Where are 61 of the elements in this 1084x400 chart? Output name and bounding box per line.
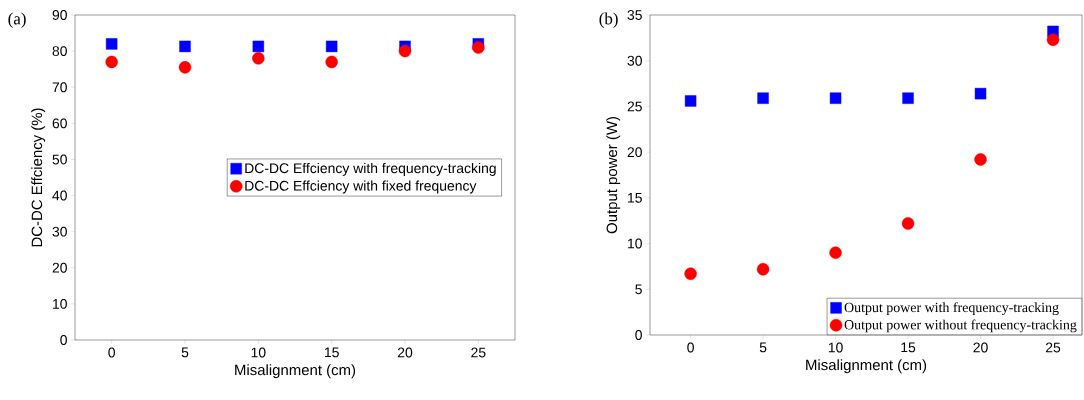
x-tick-label: 0 [687, 342, 694, 353]
point [325, 40, 338, 53]
y-tick-label: 0 [635, 330, 642, 340]
legend-label: DC-DC Effciency with fixed frequency [245, 180, 477, 194]
x-tick-label: 5 [181, 347, 189, 358]
x-tick-label: 10 [251, 347, 266, 358]
x-tick-label: 25 [1045, 342, 1061, 353]
x-tick-label: 25 [471, 347, 486, 358]
x-tick-label: 15 [324, 347, 339, 358]
point [472, 41, 485, 54]
point [757, 92, 769, 104]
point [179, 40, 191, 53]
y-tick-label: 0 [60, 335, 67, 345]
legend-label: DC-DC Effciency with frequency-tracking [245, 162, 496, 176]
x-tick-label: 0 [108, 347, 116, 358]
point [974, 153, 987, 166]
x-tick-label: 20 [397, 347, 413, 358]
x-tick-label: 15 [901, 342, 916, 353]
y-tick-label: 90 [52, 10, 67, 20]
y-tick-label: 10 [53, 298, 67, 309]
y-tick-label: 70 [52, 82, 67, 93]
point [829, 246, 842, 259]
legend-label: Output power with frequency-tracking [844, 302, 1059, 316]
y-tick-label: 30 [627, 55, 642, 66]
chart-title: (a) [8, 12, 26, 28]
y-tick-label: 15 [628, 192, 642, 203]
y-tick-label: 20 [52, 262, 67, 273]
y-tick-label: 25 [627, 101, 642, 112]
point [684, 95, 697, 107]
x-axis-title: Misalignment (cm) [235, 364, 356, 379]
point [105, 55, 118, 69]
y-tick-label: 30 [52, 226, 67, 237]
point [1046, 33, 1060, 46]
point [252, 52, 265, 65]
y-tick-label: 20 [627, 147, 642, 158]
point [902, 92, 914, 104]
y-tick-label: 5 [635, 284, 642, 295]
point [901, 217, 915, 230]
point [756, 262, 770, 276]
point [252, 40, 265, 53]
y-tick-label: 10 [628, 238, 642, 249]
x-tick-label: 20 [973, 342, 988, 353]
y-tick-label: 50 [52, 154, 67, 165]
point [398, 44, 412, 58]
point [325, 55, 338, 69]
y-axis-title: DC-DC Effciency (%) [31, 108, 46, 247]
point [178, 61, 192, 74]
x-axis-title: Misalignment (cm) [806, 359, 927, 374]
x-tick-label: 5 [759, 342, 767, 353]
point [829, 92, 842, 104]
y-tick-label: 35 [627, 10, 642, 20]
x-tick-label: 10 [828, 342, 843, 353]
legend-label: Output power without frequency-tracking [844, 319, 1077, 333]
point [684, 267, 697, 280]
y-axis-title: Output power (W) [606, 116, 621, 234]
point [105, 38, 118, 50]
y-tick-label: 60 [52, 118, 67, 129]
point [974, 87, 987, 100]
y-tick-label: 40 [52, 190, 67, 201]
chart-title: (b) [599, 12, 618, 28]
y-tick-label: 80 [52, 46, 67, 57]
